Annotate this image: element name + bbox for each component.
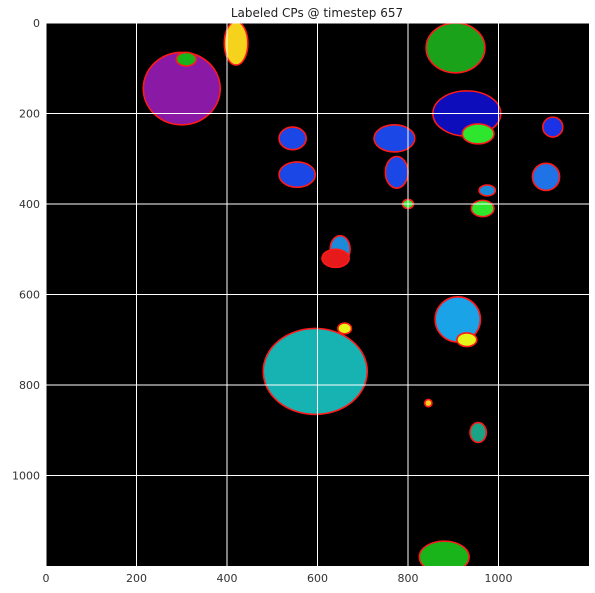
x-axis: 0 200 400 600 800 1000: [43, 572, 513, 585]
plot-area: [46, 22, 589, 573]
y-tick-label: 1000: [12, 470, 40, 483]
region-11: [532, 163, 559, 190]
region-16: [457, 333, 477, 347]
region-2: [176, 52, 196, 66]
region-14: [322, 249, 349, 267]
region-8: [385, 156, 408, 188]
x-tick-label: 200: [126, 572, 147, 585]
x-tick-label: 0: [43, 572, 50, 585]
region-18: [338, 323, 352, 334]
y-tick-label: 400: [19, 198, 40, 211]
region-9: [279, 162, 315, 187]
y-axis: 0 200 400 600 800 1000: [12, 17, 40, 483]
region-17: [263, 328, 367, 414]
region-10: [279, 127, 306, 150]
region-20: [470, 423, 486, 443]
region-22: [425, 399, 432, 406]
region-7: [374, 125, 415, 152]
region-3: [224, 22, 248, 65]
x-tick-label: 1000: [485, 572, 513, 585]
y-tick-label: 200: [19, 108, 40, 121]
region-24: [479, 185, 495, 196]
region-19: [471, 200, 494, 216]
chart-title: Labeled CPs @ timestep 657: [231, 6, 403, 20]
region-4: [426, 23, 485, 73]
x-tick-label: 800: [398, 572, 419, 585]
region-21: [419, 541, 469, 573]
x-tick-label: 400: [217, 572, 238, 585]
region-6: [462, 124, 494, 144]
y-tick-label: 600: [19, 289, 40, 302]
x-tick-label: 600: [307, 572, 328, 585]
y-tick-label: 0: [33, 17, 40, 30]
region-12: [543, 117, 563, 137]
y-tick-label: 800: [19, 379, 40, 392]
